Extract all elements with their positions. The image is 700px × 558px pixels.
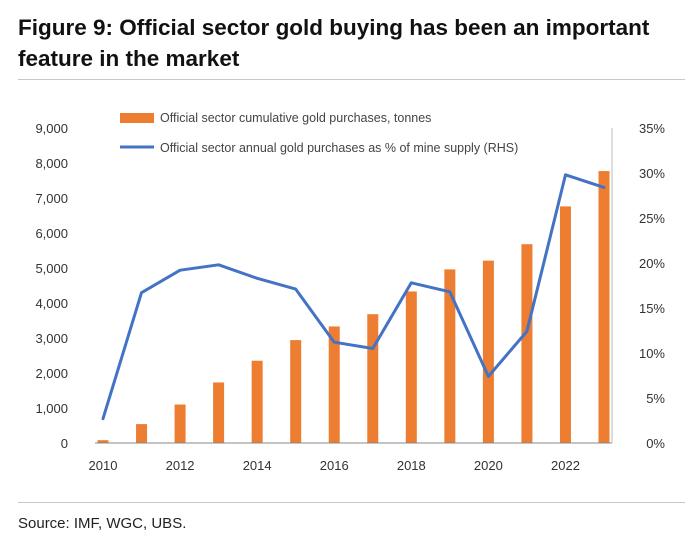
legend-line-label: Official sector annual gold purchases as… — [160, 141, 518, 155]
top-divider — [18, 79, 685, 80]
chart: 0 1,000 2,000 3,000 4,000 5,000 6,000 7,000 8,00… — [35, 111, 665, 473]
y-left-tick-label: 5,000 — [35, 261, 68, 276]
y-right-tick-label: 0% — [646, 436, 665, 451]
legend-bar-swatch — [120, 113, 154, 123]
y-right-tick-label: 20% — [639, 256, 665, 271]
y-left-tick-label: 2,000 — [35, 366, 68, 381]
bar-cumulative-purchases — [97, 440, 109, 443]
bar-cumulative-purchases — [405, 291, 417, 443]
y-left-tick-label: 0 — [61, 436, 68, 451]
y-right-tick-label: 25% — [639, 211, 665, 226]
x-tick-label: 2012 — [166, 458, 195, 473]
y-left-tick-label: 1,000 — [35, 401, 68, 416]
y-left-tick-label: 8,000 — [35, 156, 68, 171]
x-tick-label: 2020 — [474, 458, 503, 473]
source-note: Source: IMF, WGC, UBS. — [18, 515, 187, 532]
x-tick-label: 2010 — [89, 458, 118, 473]
y-right-tick-label: 5% — [646, 391, 665, 406]
y-right-tick-label: 30% — [639, 166, 665, 181]
x-tick-label: 2014 — [243, 458, 272, 473]
y-left-tick-label: 6,000 — [35, 226, 68, 241]
y-left-tick-label: 4,000 — [35, 296, 68, 311]
y-left-tick-label: 9,000 — [35, 121, 68, 136]
bar-cumulative-purchases — [482, 260, 494, 443]
bar-cumulative-purchases — [444, 269, 456, 443]
y-left-tick-label: 3,000 — [35, 331, 68, 346]
x-tick-label: 2016 — [320, 458, 349, 473]
legend-bar-label: Official sector cumulative gold purchase… — [160, 111, 431, 125]
line-annual-purchases-pct — [101, 173, 606, 421]
bar-cumulative-purchases — [559, 206, 571, 443]
bar-cumulative-purchases — [598, 171, 610, 444]
figure-title: Figure 9: Official sector gold buying ha… — [18, 15, 650, 71]
x-tick-label: 2018 — [397, 458, 426, 473]
y-right-tick-label: 15% — [639, 301, 665, 316]
bar-cumulative-purchases — [174, 404, 186, 443]
x-tick-label: 2022 — [551, 458, 580, 473]
bar-cumulative-purchases — [328, 326, 340, 443]
bar-cumulative-purchases — [136, 424, 148, 443]
bar-cumulative-purchases — [521, 244, 533, 443]
y-left-tick-label: 7,000 — [35, 191, 68, 206]
bar-cumulative-purchases — [251, 360, 263, 443]
y-right-tick-label: 10% — [639, 346, 665, 361]
bar-cumulative-purchases — [290, 340, 302, 443]
bottom-divider — [18, 502, 685, 503]
y-right-tick-label: 35% — [639, 121, 665, 136]
bar-cumulative-purchases — [213, 382, 225, 443]
bar-cumulative-purchases — [367, 314, 379, 443]
